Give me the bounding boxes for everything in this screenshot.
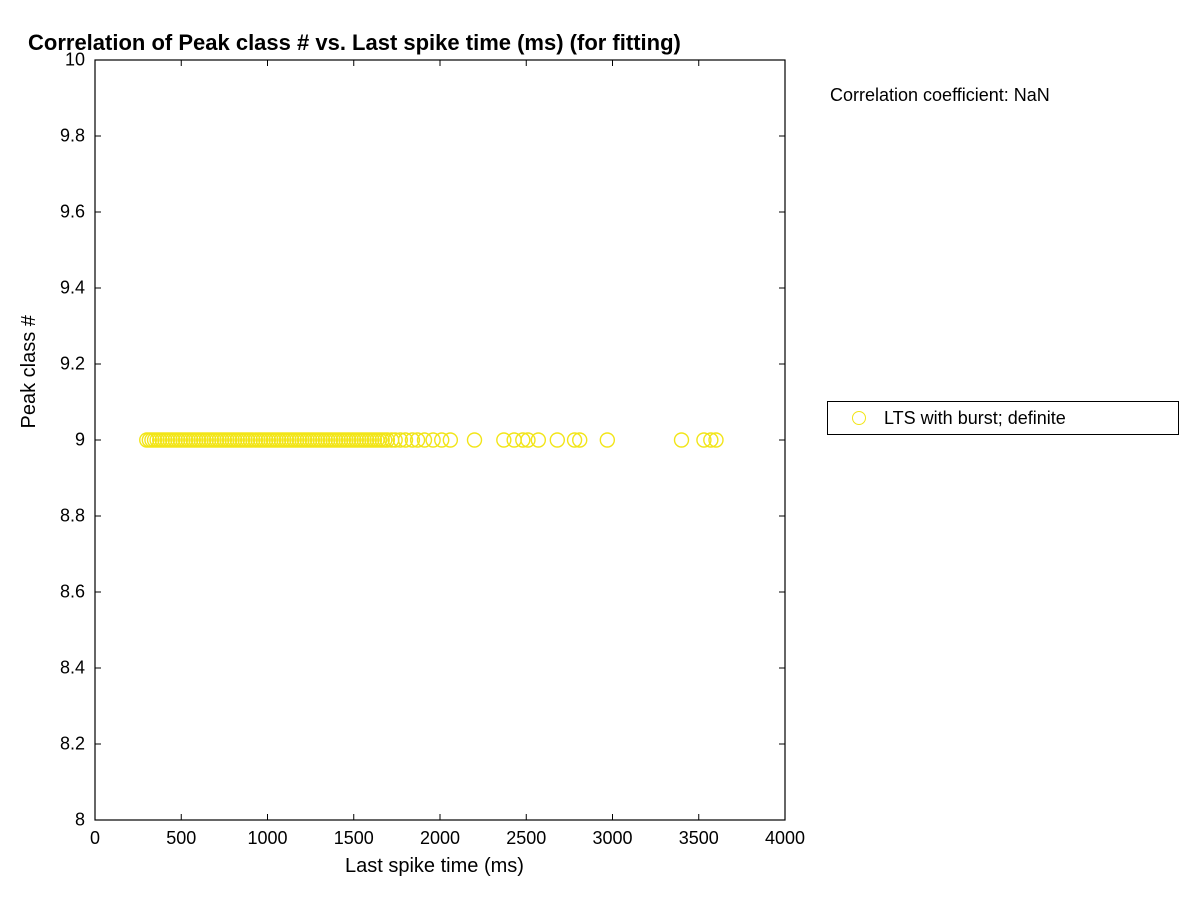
y-tick-label: 8.6 <box>60 582 85 603</box>
y-tick-label: 8.2 <box>60 734 85 755</box>
scatter-plot <box>0 0 1200 900</box>
x-tick-label: 1500 <box>334 828 374 849</box>
x-tick-label: 500 <box>166 828 196 849</box>
y-tick-label: 9.8 <box>60 126 85 147</box>
y-tick-label: 9.6 <box>60 202 85 223</box>
x-tick-label: 4000 <box>765 828 805 849</box>
y-tick-label: 8 <box>75 810 85 831</box>
y-tick-label: 9.4 <box>60 278 85 299</box>
y-tick-label: 8.4 <box>60 658 85 679</box>
y-tick-label: 9.2 <box>60 354 85 375</box>
x-tick-label: 3500 <box>679 828 719 849</box>
x-tick-label: 0 <box>90 828 100 849</box>
x-tick-label: 3000 <box>592 828 632 849</box>
y-tick-label: 9 <box>75 430 85 451</box>
x-tick-label: 2000 <box>420 828 460 849</box>
x-tick-label: 1000 <box>247 828 287 849</box>
x-tick-label: 2500 <box>506 828 546 849</box>
y-tick-label: 8.8 <box>60 506 85 527</box>
y-tick-label: 10 <box>65 50 85 71</box>
